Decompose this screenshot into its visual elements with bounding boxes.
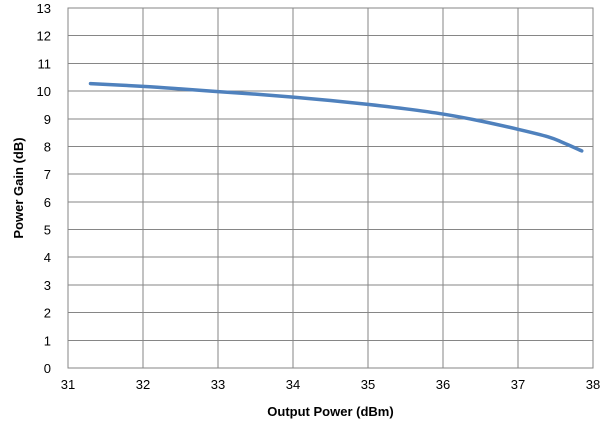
- y-tick-label: 12: [37, 29, 51, 44]
- x-tick-label: 35: [361, 377, 375, 392]
- y-tick-label: 11: [38, 56, 52, 71]
- grid: [67, 7, 594, 369]
- x-axis-title: Output Power (dBm): [267, 404, 393, 419]
- x-tick-label: 33: [211, 377, 225, 392]
- y-tick-label: 7: [44, 167, 51, 182]
- y-tick-label: 13: [37, 1, 51, 16]
- y-tick-label: 3: [44, 278, 51, 293]
- plot-frame: [67, 7, 594, 369]
- x-axis-ticks: 31 32 33 34 35 36 37 38: [61, 377, 600, 392]
- y-tick-label: 1: [44, 333, 51, 348]
- x-tick-label: 37: [511, 377, 525, 392]
- x-tick-label: 34: [286, 377, 300, 392]
- y-axis-title: Power Gain (dB): [11, 137, 26, 238]
- series-line: [88, 81, 584, 153]
- x-tick-label: 36: [436, 377, 450, 392]
- x-tick-label: 31: [61, 377, 75, 392]
- y-tick-label: 2: [44, 306, 51, 321]
- y-tick-label: 0: [44, 361, 51, 376]
- y-tick-label: 5: [44, 223, 51, 238]
- x-tick-label: 38: [586, 377, 600, 392]
- y-tick-label: 8: [44, 139, 51, 154]
- y-tick-label: 4: [44, 250, 51, 265]
- y-tick-label: 10: [37, 84, 51, 99]
- y-tick-label: 6: [44, 195, 51, 210]
- x-tick-label: 32: [136, 377, 150, 392]
- series-layer: [88, 81, 584, 153]
- y-tick-label: 9: [44, 112, 51, 127]
